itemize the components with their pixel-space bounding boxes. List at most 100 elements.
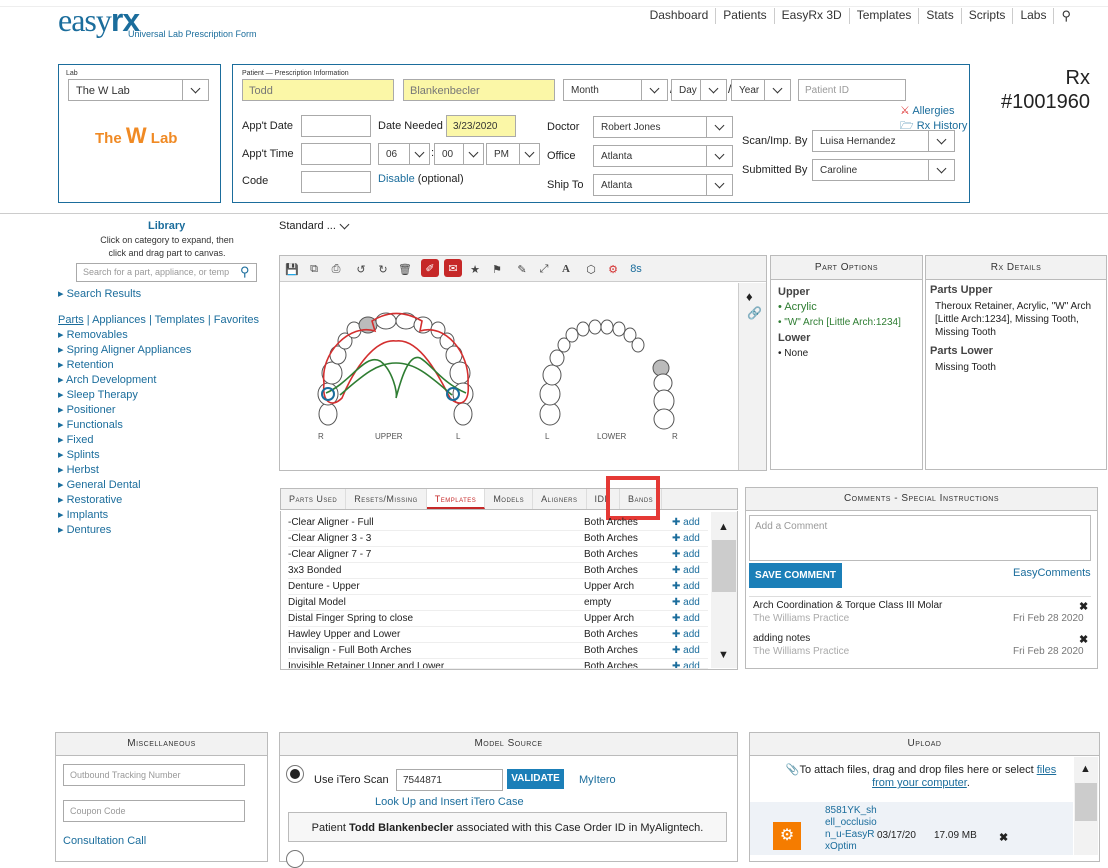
add-template-button[interactable]: ✚ add <box>672 549 700 560</box>
category-fixed[interactable]: Fixed <box>58 433 94 446</box>
save-comment-button[interactable]: SAVE COMMENT <box>749 563 842 588</box>
category-restorative[interactable]: Restorative <box>58 493 123 506</box>
templates-scroll-thumb[interactable] <box>712 540 736 592</box>
tab-bands[interactable]: Bands <box>620 489 663 509</box>
dob-day-select[interactable]: Day <box>671 79 727 101</box>
other-source-radio[interactable] <box>286 850 304 868</box>
office-select[interactable]: Atlanta <box>593 145 733 167</box>
save-icon[interactable]: 💾 <box>285 263 299 276</box>
category-herbst[interactable]: Herbst <box>58 463 99 476</box>
tracking-number-input[interactable]: Outbound Tracking Number <box>63 764 245 786</box>
rx-history-link[interactable]: 🗁 Rx History <box>900 120 968 132</box>
category-functionals[interactable]: Functionals <box>58 418 123 431</box>
comment-textarea[interactable]: Add a Comment <box>749 515 1091 561</box>
undo-icon[interactable]: ↺ <box>356 263 366 276</box>
add-template-button[interactable]: ✚ add <box>672 645 700 656</box>
last-name-input[interactable]: Blankenbecler <box>403 79 555 101</box>
scroll-down-icon[interactable]: ▼ <box>718 649 729 661</box>
category-splints[interactable]: Splints <box>58 448 100 461</box>
tag-icon[interactable]: ⚑ <box>492 263 502 276</box>
minute-select[interactable]: 00 <box>434 143 484 165</box>
arch-canvas[interactable]: R UPPER L L LOWER R <box>280 283 736 469</box>
dob-month-select[interactable]: Month <box>563 79 668 101</box>
brush-icon[interactable]: ✐ <box>421 259 439 277</box>
code-input[interactable] <box>301 171 371 193</box>
first-name-input[interactable]: Todd <box>242 79 394 101</box>
add-template-button[interactable]: ✚ add <box>672 661 700 669</box>
appt-date-input[interactable] <box>301 115 371 137</box>
scan-by-select[interactable]: Luisa Hernandez <box>812 130 955 152</box>
upload-scroll-thumb[interactable] <box>1075 783 1097 821</box>
add-template-button[interactable]: ✚ add <box>672 565 700 576</box>
copy-icon[interactable]: ⧉ <box>310 262 318 275</box>
line-icon[interactable]: ⤢ <box>539 262 549 275</box>
tab-models[interactable]: Models <box>485 489 534 509</box>
disable-link[interactable]: Disable <box>378 173 415 185</box>
option-w-arch[interactable]: • "W" Arch [Little Arch:1234] <box>778 317 901 328</box>
add-template-button[interactable]: ✚ add <box>672 533 700 544</box>
print-icon[interactable]: ⎙ <box>331 262 341 275</box>
delete-file-icon[interactable]: ✖ <box>999 832 1009 844</box>
appt-time-input[interactable] <box>301 143 371 165</box>
add-template-button[interactable]: ✚ add <box>672 597 700 608</box>
text-icon[interactable]: A <box>562 263 570 275</box>
star-icon[interactable]: ★ <box>470 263 480 276</box>
tab-parts-used[interactable]: Parts Used <box>281 489 347 509</box>
add-template-button[interactable]: ✚ add <box>672 613 700 624</box>
category-positioner[interactable]: Positioner <box>58 403 116 416</box>
nav-dashboard[interactable]: Dashboard <box>649 8 709 22</box>
search-icon[interactable]: ⚲ <box>240 264 250 279</box>
link-icon[interactable]: 🔗 <box>747 306 762 320</box>
tab-parts[interactable]: Parts <box>58 314 84 326</box>
add-template-button[interactable]: ✚ add <box>672 629 700 640</box>
ampm-select[interactable]: PM <box>486 143 540 165</box>
category-retention[interactable]: Retention <box>58 358 114 371</box>
tab-favorites[interactable]: Favorites <box>213 314 260 326</box>
delete-comment-icon[interactable]: ✖ <box>1079 634 1089 646</box>
category-sleep-therapy[interactable]: Sleep Therapy <box>58 388 138 401</box>
nav-labs[interactable]: Labs <box>1012 8 1053 24</box>
ship-to-select[interactable]: Atlanta <box>593 174 733 196</box>
submitted-by-select[interactable]: Caroline <box>812 159 955 181</box>
itero-id-input[interactable]: 7544871 <box>396 769 503 791</box>
tab-resets-missing[interactable]: Resets/Missing <box>346 489 427 509</box>
doctor-select[interactable]: Robert Jones <box>593 116 733 138</box>
add-template-button[interactable]: ✚ add <box>672 581 700 592</box>
patient-id-input[interactable]: Patient ID <box>798 79 906 101</box>
redo-icon[interactable]: ↻ <box>378 263 388 276</box>
nav-templates[interactable]: Templates <box>848 8 919 24</box>
cube-icon[interactable]: ⬡ <box>586 263 596 276</box>
nav-easyrx-3d[interactable]: EasyRx 3D <box>773 8 849 24</box>
category-dentures[interactable]: Dentures <box>58 523 112 536</box>
coupon-code-input[interactable]: Coupon Code <box>63 800 245 822</box>
chat-icon[interactable]: ✉ <box>444 259 462 277</box>
file-name-link[interactable]: 8581YK_shell_occlusion_u-EasyRxOptim <box>825 805 877 852</box>
zoom-label[interactable]: 8s <box>630 263 642 275</box>
library-search-input[interactable]: Search for a part, appliance, or temp <box>76 263 257 282</box>
tab-templates-active[interactable]: Templates <box>426 489 486 509</box>
tab-appliances[interactable]: Appliances <box>92 314 146 326</box>
allergies-link[interactable]: ⚔ Allergies <box>900 105 955 117</box>
upload-scroll-up-icon[interactable]: ▲ <box>1080 763 1091 775</box>
scroll-up-icon[interactable]: ▲ <box>718 521 729 533</box>
delete-comment-icon[interactable]: ✖ <box>1079 601 1089 613</box>
nav-patients[interactable]: Patients <box>715 8 773 24</box>
category-removables[interactable]: Removables <box>58 328 128 341</box>
nav-scripts[interactable]: Scripts <box>960 8 1013 24</box>
standard-dropdown[interactable]: Standard ... <box>279 219 350 232</box>
dob-year-select[interactable]: Year <box>731 79 791 101</box>
hour-select[interactable]: 06 <box>378 143 430 165</box>
tab-templates[interactable]: Templates <box>154 314 205 326</box>
search-results-link[interactable]: Search Results <box>58 287 142 300</box>
option-acrylic[interactable]: • Acrylic <box>778 301 817 313</box>
itero-radio[interactable] <box>286 765 304 783</box>
lookup-itero-link[interactable]: Look Up and Insert iTero Case <box>375 796 524 808</box>
gear-icon[interactable]: ⚙ <box>608 263 618 276</box>
category-general-dental[interactable]: General Dental <box>58 478 141 491</box>
easy-comments-link[interactable]: EasyComments <box>1013 567 1091 579</box>
lab-select[interactable]: The W Lab <box>68 79 209 101</box>
category-arch-development[interactable]: Arch Development <box>58 373 157 386</box>
consultation-call-link[interactable]: Consultation Call <box>63 835 147 847</box>
category-spring-aligner[interactable]: Spring Aligner Appliances <box>58 343 192 356</box>
upload-files-link[interactable]: files from your computer <box>872 764 1057 789</box>
